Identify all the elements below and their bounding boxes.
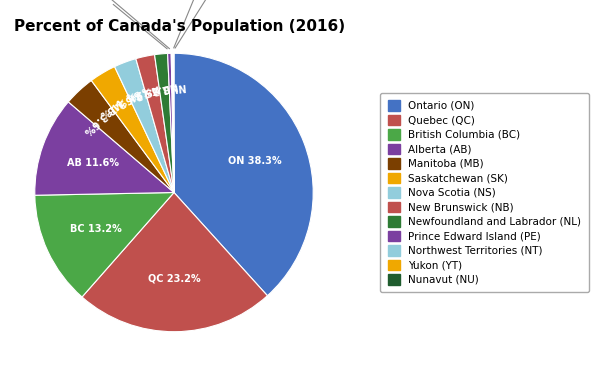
Wedge shape xyxy=(68,80,174,192)
Wedge shape xyxy=(172,53,174,192)
Text: YT 0.1%: YT 0.1% xyxy=(174,0,230,48)
Wedge shape xyxy=(174,53,313,296)
Wedge shape xyxy=(115,59,174,192)
Text: ON 38.3%: ON 38.3% xyxy=(228,156,281,166)
Text: NB 2.19%: NB 2.19% xyxy=(125,80,179,101)
Text: AB 11.6%: AB 11.6% xyxy=(67,158,119,168)
Text: QC 23.2%: QC 23.2% xyxy=(148,274,201,284)
Wedge shape xyxy=(91,67,174,192)
Wedge shape xyxy=(167,54,174,192)
Text: SK 3.1%: SK 3.1% xyxy=(98,87,142,119)
Wedge shape xyxy=(35,192,174,297)
Wedge shape xyxy=(136,55,174,192)
Text: MB 3.6%: MB 3.6% xyxy=(82,96,124,136)
Text: NT 0.12%: NT 0.12% xyxy=(52,0,170,49)
Text: PE 0.41%: PE 0.41% xyxy=(77,0,167,49)
Wedge shape xyxy=(155,54,174,192)
Wedge shape xyxy=(171,53,174,192)
Wedge shape xyxy=(173,53,174,192)
Text: BC 13.2%: BC 13.2% xyxy=(70,224,122,234)
Text: Percent of Canada's Population (2016): Percent of Canada's Population (2016) xyxy=(14,19,346,34)
Wedge shape xyxy=(82,192,268,332)
Wedge shape xyxy=(35,102,174,195)
Text: NL 1.5%: NL 1.5% xyxy=(142,82,187,95)
Text: NS 2.6%: NS 2.6% xyxy=(114,82,160,107)
Text: NU 0.1%: NU 0.1% xyxy=(175,0,238,48)
Legend: Ontario (ON), Quebec (QC), British Columbia (BC), Alberta (AB), Manitoba (MB), S: Ontario (ON), Quebec (QC), British Colum… xyxy=(380,93,589,292)
